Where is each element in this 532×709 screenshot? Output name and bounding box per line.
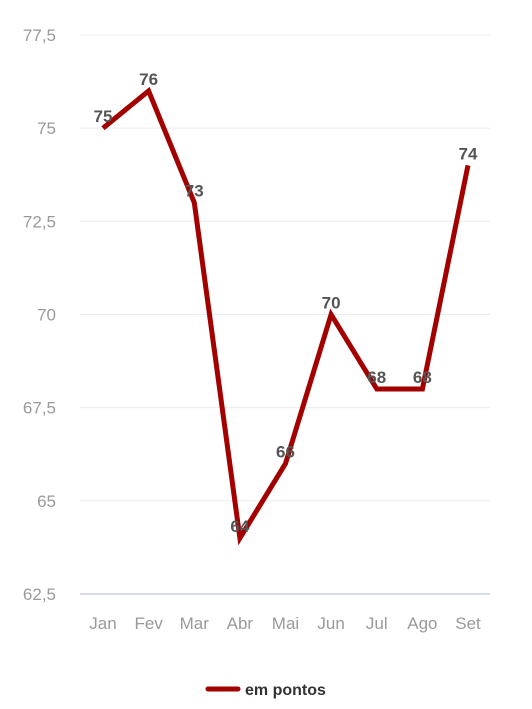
series-em-pontos: [101, 86, 471, 546]
x-tick-label: Abr: [227, 614, 254, 633]
series-line: [101, 86, 471, 546]
data-label: 64: [230, 517, 249, 536]
legend[interactable]: em pontos: [205, 682, 326, 699]
y-tick-label: 65: [37, 492, 56, 511]
data-label: 74: [459, 144, 478, 163]
data-labels: 75 76 73 64 66 70 68 68 74: [94, 70, 478, 536]
data-label: 70: [322, 294, 341, 313]
y-tick-label: 70: [37, 306, 56, 325]
legend-label: em pontos: [245, 682, 326, 699]
y-tick-label: 75: [37, 119, 56, 138]
grid-lines: [80, 34, 490, 595]
y-tick-label: 62,5: [23, 585, 56, 604]
x-tick-label: Mar: [180, 614, 210, 633]
data-label: 73: [185, 182, 204, 201]
y-tick-label: 72,5: [23, 212, 56, 231]
y-tick-label: 77,5: [23, 26, 56, 45]
data-label: 68: [413, 368, 432, 387]
x-tick-label: Ago: [407, 614, 437, 633]
x-axis: Jan Fev Mar Abr Mai Jun Jul Ago Set: [89, 614, 481, 633]
data-label: 76: [139, 70, 158, 89]
x-tick-label: Jul: [366, 614, 388, 633]
x-tick-label: Mai: [272, 614, 299, 633]
x-tick-label: Jan: [89, 614, 116, 633]
x-tick-label: Jun: [317, 614, 344, 633]
data-label: 66: [276, 443, 295, 462]
x-tick-label: Fev: [134, 614, 163, 633]
data-label: 75: [94, 107, 113, 126]
data-label: 68: [367, 368, 386, 387]
y-tick-label: 67,5: [23, 399, 56, 418]
x-tick-label: Set: [455, 614, 481, 633]
y-axis: 62,5 65 67,5 70 72,5 75 77,5: [23, 26, 56, 604]
